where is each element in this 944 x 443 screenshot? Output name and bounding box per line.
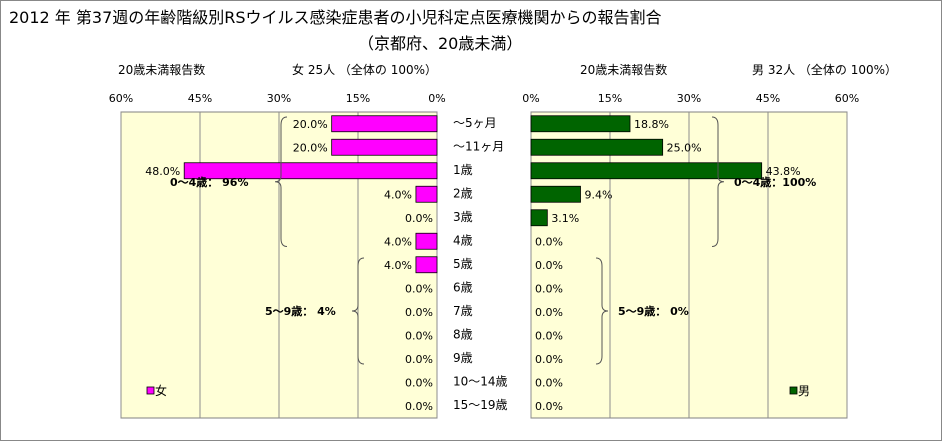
right-count-label: 20歳未満報告数 <box>580 63 668 77</box>
female-data-label: 48.0% <box>145 165 180 178</box>
female-axis-tick-label: 30% <box>267 92 291 105</box>
age-category-label: 15～19歳 <box>453 398 508 412</box>
age-category-label: 5歳 <box>453 257 473 271</box>
male-data-label: 25.0% <box>667 141 702 154</box>
female-data-label: 4.0% <box>384 235 412 248</box>
female-bracket <box>274 116 288 247</box>
left-sex-summary: 女 25人 （全体の 100%） <box>292 63 438 77</box>
female-bar <box>331 115 438 133</box>
male-bracket <box>595 257 609 365</box>
age-category-label: 10～14歳 <box>453 375 508 389</box>
age-category-label: 7歳 <box>453 304 473 318</box>
female-bar <box>183 162 438 180</box>
female-axis-tick-label: 15% <box>346 92 370 105</box>
female-data-label: 0.0% <box>405 282 433 295</box>
female-data-label: 4.0% <box>384 259 412 272</box>
female-bar <box>331 138 438 156</box>
age-category-label: 6歳 <box>453 281 473 295</box>
male-data-label: 0.0% <box>535 306 563 319</box>
female-data-label: 20.0% <box>293 141 328 154</box>
male-axis-tick-label: 0% <box>522 92 539 105</box>
male-axis-tick-label: 30% <box>677 92 701 105</box>
male-legend-label: 男 <box>798 384 810 398</box>
female-bracket <box>351 257 365 365</box>
chart-title: 2012 年 第37週の年齢階級別RSウイルス感染症患者の小児科定点医療機関から… <box>9 8 662 27</box>
age-category-label: 4歳 <box>453 234 473 248</box>
female-data-label: 0.0% <box>405 353 433 366</box>
female-data-label: 0.0% <box>405 212 433 225</box>
female-bar <box>415 232 438 250</box>
male-axis-tick-label: 15% <box>598 92 622 105</box>
age-category-label: 8歳 <box>453 328 473 342</box>
age-category-label: ～5ヶ月 <box>453 116 497 130</box>
female-legend-swatch <box>146 386 155 395</box>
male-axis-tick-label: 45% <box>756 92 780 105</box>
age-category-label: ～11ヶ月 <box>453 140 504 154</box>
female-bar <box>415 185 438 203</box>
age-category-label: 1歳 <box>453 163 473 177</box>
female-data-label: 0.0% <box>405 306 433 319</box>
male-data-label: 0.0% <box>535 259 563 272</box>
male-data-label: 0.0% <box>535 329 563 342</box>
female-bracket-label: 5～9歳： 4% <box>265 304 336 318</box>
right-sex-summary: 男 32人 （全体の 100%） <box>752 63 898 77</box>
male-bar <box>530 115 631 133</box>
male-data-label: 0.0% <box>535 353 563 366</box>
male-legend-swatch <box>789 386 798 395</box>
male-data-label: 3.1% <box>551 212 579 225</box>
male-data-label: 43.8% <box>766 165 801 178</box>
male-bar <box>530 185 581 203</box>
male-data-label: 0.0% <box>535 235 563 248</box>
male-data-label: 0.0% <box>535 282 563 295</box>
female-data-label: 0.0% <box>405 376 433 389</box>
male-bracket-label: 5～9歳： 0% <box>618 304 689 318</box>
female-axis-tick-label: 45% <box>188 92 212 105</box>
female-axis-tick-label: 60% <box>109 92 133 105</box>
age-category-label: 3歳 <box>453 210 473 224</box>
female-legend-label: 女 <box>155 383 167 398</box>
male-bracket-label: 0～4歳：100% <box>734 175 816 189</box>
male-bar <box>530 138 664 156</box>
male-data-label: 18.8% <box>634 118 669 131</box>
age-category-label: 2歳 <box>453 187 473 201</box>
chart-subtitle: （京都府、20歳未満） <box>358 34 523 53</box>
male-bar <box>530 162 763 180</box>
male-bar <box>530 209 548 227</box>
female-bracket-label: 0～4歳： 96% <box>170 175 248 189</box>
female-data-label: 0.0% <box>405 329 433 342</box>
female-data-label: 4.0% <box>384 188 412 201</box>
female-data-label: 20.0% <box>293 118 328 131</box>
left-count-label: 20歳未満報告数 <box>118 63 206 77</box>
female-axis-tick-label: 0% <box>428 92 445 105</box>
female-bar <box>415 256 438 274</box>
male-data-label: 9.4% <box>585 188 613 201</box>
male-data-label: 0.0% <box>535 376 563 389</box>
age-category-label: 9歳 <box>453 351 473 365</box>
male-bracket <box>711 116 725 247</box>
male-axis-tick-label: 60% <box>835 92 859 105</box>
female-data-label: 0.0% <box>405 400 433 413</box>
male-data-label: 0.0% <box>535 400 563 413</box>
